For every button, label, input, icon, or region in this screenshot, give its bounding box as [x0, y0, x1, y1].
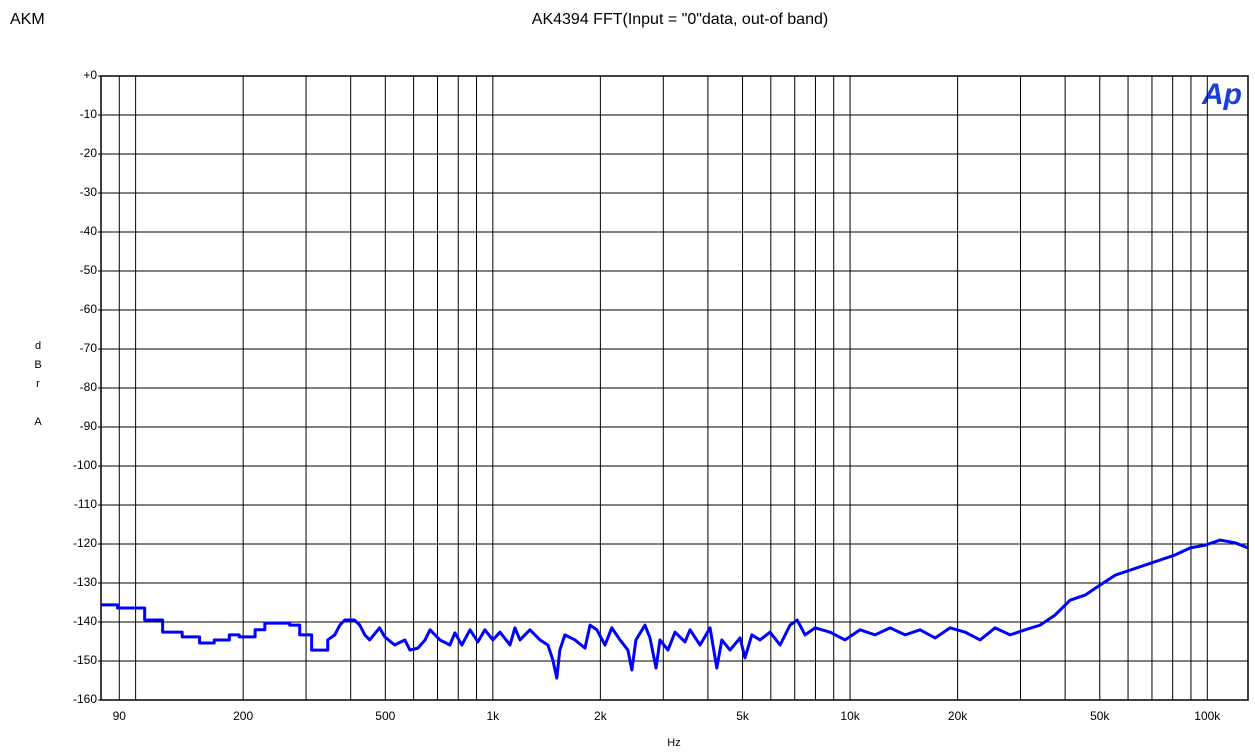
y-tick-label: -140 — [73, 614, 97, 628]
y-tick-label: -60 — [80, 302, 98, 316]
y-tick-label: -120 — [73, 536, 97, 550]
y-tick-label: -150 — [73, 653, 97, 667]
x-tick-label: 100k — [1194, 709, 1221, 723]
x-tick-label: 10k — [840, 709, 860, 723]
x-tick-label: 1k — [487, 709, 501, 723]
chart-title: AK4394 FFT(Input = "0"data, out-of band) — [532, 11, 828, 28]
x-tick-label: 500 — [375, 709, 395, 723]
y-tick-label: +0 — [83, 68, 97, 82]
y-tick-label: -10 — [80, 107, 98, 121]
y-tick-label: -30 — [80, 185, 98, 199]
y-tick-label: -160 — [73, 692, 97, 706]
y-tick-label: -100 — [73, 458, 97, 472]
y-tick-label: -110 — [74, 497, 97, 511]
y-axis-label: dBr A — [32, 340, 44, 435]
x-tick-label: 5k — [736, 709, 750, 723]
corner-label: AKM — [10, 11, 45, 28]
x-tick-label: 50k — [1090, 709, 1110, 723]
y-tick-label: -130 — [73, 575, 97, 589]
x-tick-label: 90 — [113, 709, 127, 723]
y-tick-label: -90 — [80, 419, 98, 433]
x-tick-label: 20k — [948, 709, 968, 723]
x-tick-label: 2k — [594, 709, 608, 723]
y-tick-label: -20 — [80, 146, 98, 160]
y-tick-label: -40 — [80, 224, 98, 238]
y-tick-label: -70 — [80, 341, 98, 355]
y-tick-label: -80 — [80, 380, 98, 394]
x-tick-label: 200 — [233, 709, 253, 723]
data-line — [101, 538, 1249, 680]
y-tick-label: -50 — [80, 263, 98, 277]
x-axis-label: Hz — [667, 737, 680, 749]
logo: Ap — [1201, 78, 1242, 111]
